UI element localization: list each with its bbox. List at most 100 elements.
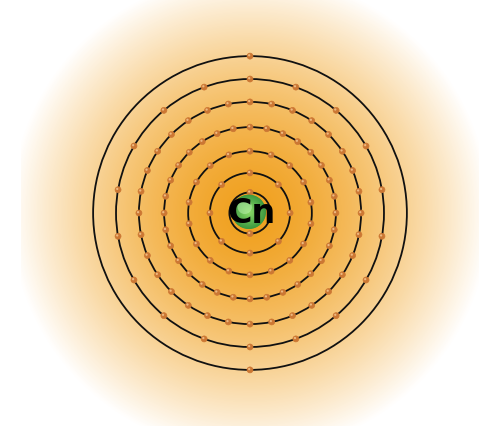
Circle shape (146, 108, 354, 318)
Circle shape (350, 169, 353, 171)
Circle shape (198, 161, 302, 265)
Circle shape (340, 272, 345, 278)
Circle shape (176, 140, 324, 286)
Circle shape (247, 99, 253, 105)
Circle shape (187, 200, 190, 202)
Circle shape (244, 207, 254, 216)
Circle shape (334, 314, 336, 316)
Circle shape (209, 172, 291, 254)
Circle shape (163, 193, 168, 199)
Circle shape (186, 199, 192, 205)
Circle shape (152, 115, 348, 311)
Circle shape (288, 211, 290, 213)
Circle shape (136, 210, 142, 216)
Circle shape (148, 111, 352, 315)
Circle shape (58, 20, 442, 406)
Circle shape (154, 117, 346, 309)
Circle shape (248, 211, 250, 213)
Circle shape (379, 187, 385, 193)
Circle shape (194, 242, 196, 244)
Circle shape (107, 70, 393, 356)
Circle shape (68, 32, 432, 394)
Circle shape (309, 150, 311, 153)
Circle shape (226, 319, 232, 325)
Circle shape (357, 233, 359, 235)
Circle shape (356, 188, 362, 194)
Circle shape (137, 211, 139, 213)
Circle shape (238, 201, 260, 223)
Circle shape (309, 272, 311, 274)
Circle shape (245, 208, 255, 218)
Circle shape (48, 11, 452, 415)
Circle shape (276, 239, 278, 242)
Circle shape (246, 210, 254, 216)
Circle shape (239, 202, 259, 222)
Circle shape (309, 222, 311, 224)
Circle shape (155, 118, 345, 308)
Circle shape (238, 200, 252, 214)
Circle shape (364, 144, 366, 146)
Circle shape (168, 288, 174, 294)
Circle shape (280, 131, 286, 137)
Circle shape (76, 39, 424, 387)
Circle shape (239, 202, 261, 224)
Circle shape (276, 181, 281, 187)
Circle shape (98, 60, 403, 366)
Circle shape (62, 26, 438, 400)
Circle shape (281, 291, 283, 293)
Circle shape (137, 100, 363, 326)
Circle shape (200, 138, 205, 144)
Circle shape (293, 84, 299, 90)
Circle shape (333, 107, 339, 113)
Circle shape (156, 273, 158, 275)
Circle shape (242, 205, 256, 219)
Circle shape (230, 126, 236, 132)
Circle shape (134, 96, 366, 330)
Circle shape (191, 154, 309, 272)
Circle shape (226, 152, 232, 158)
Circle shape (233, 196, 264, 227)
Circle shape (240, 203, 258, 220)
Circle shape (188, 150, 190, 153)
Circle shape (208, 164, 210, 166)
Circle shape (212, 175, 288, 251)
Circle shape (173, 136, 327, 290)
Circle shape (83, 46, 417, 380)
Circle shape (269, 269, 272, 271)
Circle shape (265, 295, 267, 297)
Circle shape (233, 196, 267, 230)
Circle shape (227, 269, 229, 271)
Circle shape (160, 123, 340, 303)
Circle shape (194, 179, 200, 185)
Circle shape (20, 0, 479, 426)
Circle shape (232, 195, 268, 231)
Circle shape (326, 288, 332, 294)
Circle shape (150, 113, 350, 313)
Circle shape (332, 193, 337, 199)
Circle shape (332, 227, 337, 233)
Circle shape (308, 302, 314, 308)
Circle shape (194, 158, 306, 268)
Circle shape (176, 138, 324, 288)
Circle shape (116, 78, 384, 348)
Circle shape (163, 227, 168, 233)
Circle shape (218, 181, 224, 187)
Circle shape (186, 149, 192, 155)
Circle shape (164, 128, 336, 298)
Circle shape (350, 253, 356, 259)
Circle shape (247, 53, 253, 59)
Circle shape (104, 67, 396, 359)
Circle shape (164, 228, 166, 230)
Circle shape (300, 241, 306, 247)
Circle shape (224, 187, 276, 239)
Circle shape (186, 149, 314, 277)
Circle shape (77, 40, 423, 386)
Circle shape (71, 34, 429, 392)
Circle shape (308, 271, 314, 277)
Circle shape (192, 155, 308, 271)
Circle shape (200, 140, 202, 142)
Circle shape (333, 210, 339, 216)
Circle shape (300, 179, 306, 185)
Circle shape (248, 273, 250, 275)
Circle shape (140, 104, 360, 322)
